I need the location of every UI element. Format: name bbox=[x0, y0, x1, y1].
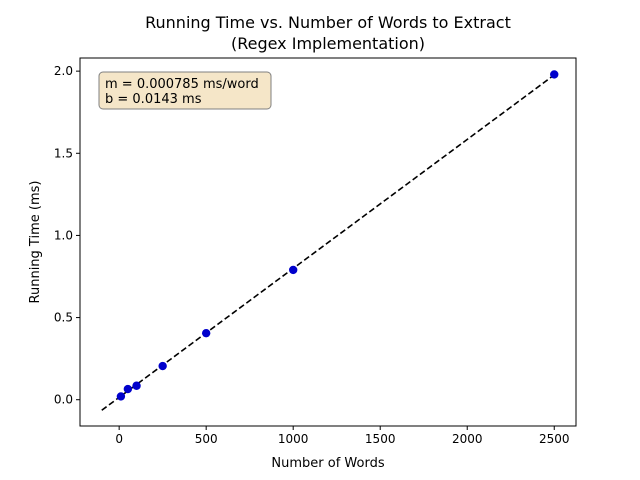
plot-frame bbox=[79, 57, 577, 427]
x-tick-label: 0 bbox=[115, 432, 123, 446]
y-tick-label: 2.0 bbox=[54, 64, 73, 78]
data-point bbox=[116, 392, 126, 401]
data-point bbox=[550, 70, 559, 79]
x-tick-label: 1000 bbox=[278, 432, 309, 446]
y-tick-label: 0.5 bbox=[54, 311, 73, 325]
chart-subtitle: (Regex Implementation) bbox=[231, 34, 425, 53]
data-point bbox=[158, 361, 167, 371]
y-tick-label: 1.0 bbox=[54, 228, 73, 242]
x-axis-ticks: 0 500 1000 1500 2000 2500 bbox=[115, 426, 570, 446]
x-axis-label: Number of Words bbox=[271, 456, 384, 471]
y-tick-label: 1.5 bbox=[54, 146, 73, 160]
x-tick-label: 500 bbox=[195, 432, 218, 446]
data-point bbox=[288, 265, 298, 275]
data-point bbox=[123, 384, 133, 394]
y-axis-label: Running Time (ms) bbox=[28, 181, 43, 304]
x-tick-label: 1500 bbox=[365, 432, 396, 446]
chart-title: Running Time vs. Number of Words to Extr… bbox=[145, 13, 511, 32]
fit-line bbox=[101, 74, 555, 411]
plot-content bbox=[101, 70, 559, 411]
data-point bbox=[201, 328, 211, 338]
annotation-background bbox=[98, 71, 272, 110]
annotation-intercept: b = 0.0143 ms bbox=[105, 92, 202, 107]
annotation-slope: m = 0.000785 ms/word bbox=[105, 77, 259, 92]
data-point bbox=[132, 381, 141, 390]
y-tick-label: 0.0 bbox=[54, 393, 73, 407]
annotation-box: m = 0.000785 ms/word b = 0.0143 ms bbox=[98, 71, 272, 110]
x-tick-label: 2000 bbox=[452, 432, 483, 446]
x-tick-label: 2500 bbox=[539, 432, 570, 446]
y-axis-ticks: 0.0 0.5 1.0 1.5 2.0 bbox=[54, 64, 80, 407]
